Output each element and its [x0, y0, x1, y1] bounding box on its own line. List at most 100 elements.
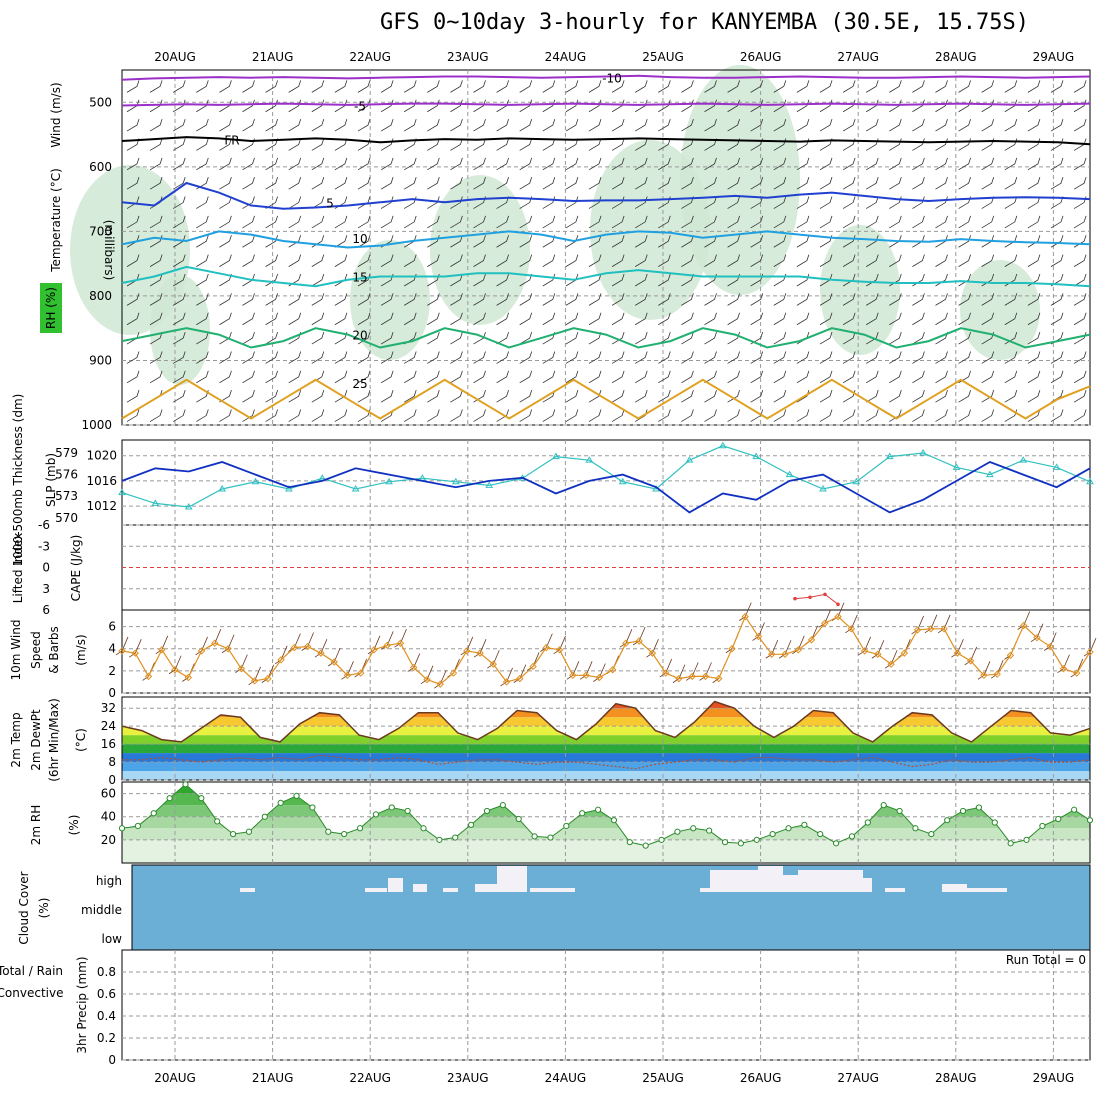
wind-barb — [704, 157, 717, 171]
cloud-gap — [388, 878, 403, 892]
wind-barb — [1027, 80, 1041, 93]
rh-point — [420, 825, 427, 832]
rh-band — [122, 816, 1090, 829]
wind-barb — [288, 390, 302, 403]
cloud-gap — [942, 884, 967, 892]
wind-barb — [357, 177, 371, 190]
wind-barb — [727, 118, 740, 132]
wind-barb — [634, 118, 648, 132]
precip-ylabels: Total / Rain Convective 3hr Precip (mm) … — [0, 953, 1086, 1054]
wind10m-barb — [473, 639, 487, 658]
wind-barb — [865, 370, 879, 384]
cape-tick-label: -3 — [38, 539, 50, 553]
rh-point — [817, 830, 824, 838]
wind-barb — [542, 370, 556, 384]
wind-barb — [611, 351, 625, 364]
wind-barb — [542, 293, 556, 306]
wind-barb — [1027, 254, 1041, 267]
wind10m-barb — [447, 658, 460, 678]
rh-point — [483, 807, 491, 815]
rh-point — [356, 825, 364, 832]
wind-barb — [889, 331, 902, 345]
li-point — [808, 595, 812, 600]
isotherm--10 — [121, 74, 1091, 81]
wind-barb — [473, 80, 486, 93]
wind-barb — [796, 157, 810, 171]
wind-barb — [496, 118, 509, 132]
wind-barb — [704, 351, 717, 364]
rh-point — [912, 825, 919, 832]
wind-barb — [542, 80, 556, 93]
wind-barb — [242, 99, 255, 113]
slp-tick-label: 1020 — [86, 449, 117, 463]
wind-barb — [588, 177, 602, 190]
slp-ylabel-slp: SLP (mb) — [44, 453, 58, 507]
wind-barb — [172, 80, 186, 93]
wind-barb — [519, 215, 533, 229]
wind-barb — [819, 196, 833, 209]
wind-barb — [427, 118, 440, 132]
wind-barb — [658, 254, 671, 267]
wind-barb — [658, 235, 671, 248]
wind-barb — [935, 370, 948, 384]
wind-barb — [865, 409, 879, 422]
wind-speed-point — [874, 650, 882, 658]
wind-ylabel-b: Speed — [29, 631, 43, 669]
cloud-gap — [475, 884, 497, 892]
wind-barb — [1027, 351, 1041, 364]
wind-speed-point — [396, 639, 405, 647]
wind-barb — [172, 312, 186, 326]
wind-barb — [1004, 118, 1018, 132]
wind-barb — [196, 273, 209, 287]
rh-point — [261, 813, 268, 820]
wind-barb — [773, 177, 787, 190]
wind-barb — [450, 409, 463, 422]
rh-point — [801, 821, 808, 828]
wind-speed-point — [608, 666, 617, 674]
wind-barb — [450, 138, 463, 151]
wind-barb — [265, 390, 278, 403]
wind-barb — [311, 177, 325, 190]
wind-ylabel-unit: (m/s) — [74, 634, 88, 665]
wind-barb — [634, 196, 648, 209]
wind-barb — [311, 273, 325, 287]
wind-barb — [588, 118, 602, 132]
wind-barb — [935, 215, 948, 229]
wind-barb — [265, 273, 278, 287]
wind-barb — [842, 99, 856, 113]
wind-barb — [1050, 370, 1064, 384]
wind-barb — [958, 293, 971, 306]
wind-barb — [149, 370, 163, 384]
wind-barb — [634, 351, 648, 364]
wind-speed-point — [1006, 651, 1015, 660]
rh-point — [579, 810, 586, 817]
profile-ylabel-rh: RH (%) — [44, 287, 58, 329]
thickness-point — [118, 488, 126, 496]
rh-point — [309, 804, 316, 811]
wind-barb — [958, 118, 971, 132]
wind-barb — [196, 312, 209, 326]
profile-panel: 500 600 700 800 900 1000 -10 -5 FR 5 10 15 20 25 — [70, 65, 1091, 432]
wind-barb — [750, 215, 764, 229]
wind-barb — [796, 273, 810, 287]
wind-barb — [796, 254, 810, 267]
wind-barb — [519, 312, 533, 326]
wind10m-panel: 0 2 4 6 — [108, 602, 1097, 700]
wind-barb — [242, 118, 255, 132]
wind-speed-point — [1059, 664, 1068, 673]
wind-speed-point — [184, 673, 193, 682]
bottom-date-label: 26AUG — [740, 1071, 782, 1085]
wind-barb — [1004, 351, 1018, 364]
wind-barb — [242, 370, 255, 384]
wind-tick-label: 4 — [108, 642, 116, 656]
wind-barb — [473, 370, 486, 384]
wind-barb — [565, 293, 579, 306]
isotherm-FR — [121, 136, 1091, 146]
wind-barb — [865, 118, 879, 132]
rh-point — [975, 804, 983, 811]
wind-barb — [658, 351, 671, 364]
rh-point — [531, 833, 538, 840]
isotherm-10 — [121, 230, 1091, 249]
wind-barb — [334, 80, 348, 93]
thickness-point — [952, 463, 961, 470]
